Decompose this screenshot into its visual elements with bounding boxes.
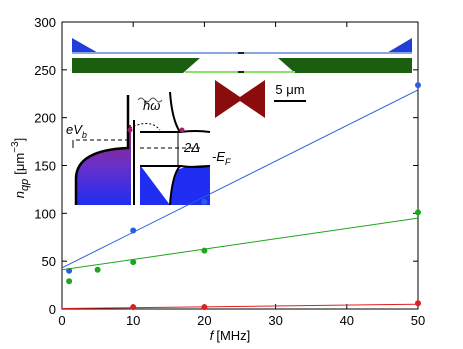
y-tick-label: 50	[42, 254, 56, 269]
fermi-label: -E	[212, 149, 225, 164]
y-unit: [μm	[12, 153, 27, 175]
y-tick-label: 300	[34, 15, 56, 30]
y-symbol: n	[12, 191, 27, 198]
fit-line	[61, 217, 419, 271]
electron	[127, 127, 133, 133]
point	[94, 266, 101, 273]
x-tick-label: 10	[126, 313, 140, 328]
y-tick-label: 150	[34, 159, 56, 174]
y-subscript: qp	[19, 179, 31, 191]
x-tick-label: 20	[197, 313, 211, 328]
y-tick-label: 200	[34, 111, 56, 126]
dos-upper	[179, 130, 211, 133]
electrode	[72, 38, 100, 54]
electron	[179, 127, 185, 133]
y-end: ]	[12, 138, 27, 142]
bias-label: eV	[66, 122, 83, 137]
point	[130, 304, 137, 311]
photon	[137, 97, 163, 103]
photon-label: ħω	[143, 98, 160, 113]
electrode	[385, 38, 412, 54]
y-axis-label: nqp [μm−3]	[10, 138, 31, 198]
x-tick-label: 30	[268, 313, 282, 328]
dos-lower	[140, 165, 183, 206]
energy-inset: eVb ħω 2Δ -EF	[66, 91, 231, 206]
y-tick-label: 250	[34, 63, 56, 78]
fit-line	[61, 303, 419, 310]
point	[201, 247, 208, 254]
point	[201, 198, 208, 205]
x-axis-label: f [MHz]	[210, 328, 251, 343]
bias-label: eVb	[66, 122, 87, 140]
metal-edge	[74, 95, 130, 205]
y-tick-label: 0	[49, 302, 56, 317]
x-unit: [MHz]	[216, 328, 250, 343]
ground-plane	[72, 58, 412, 73]
scale-label: 5 μm	[275, 82, 304, 97]
junction	[238, 52, 244, 54]
fermi-label: -EF	[212, 149, 231, 167]
x-tick-label: 0	[58, 313, 65, 328]
junction	[238, 71, 244, 73]
point	[130, 259, 137, 266]
point	[66, 278, 73, 285]
metal-states	[76, 125, 131, 205]
device-inset: 5 μm	[72, 38, 412, 118]
qp-states	[140, 165, 210, 205]
fermi-sub: F	[225, 157, 231, 167]
point	[415, 209, 421, 216]
bowtie	[215, 80, 265, 118]
point	[415, 300, 421, 307]
x-tick-label: 50	[411, 313, 425, 328]
y-tick-label: 100	[34, 206, 56, 221]
dos-lower	[179, 165, 211, 168]
gap-label: 2Δ	[183, 140, 200, 155]
point	[415, 82, 421, 89]
x-tick-label: 40	[340, 313, 354, 328]
point	[201, 304, 208, 311]
dos-upper	[140, 91, 182, 133]
fit-line	[61, 89, 419, 269]
y-exponent: −3	[10, 141, 21, 153]
bias-sub: b	[82, 130, 87, 140]
x-symbol: f	[210, 328, 215, 343]
point	[130, 227, 137, 234]
